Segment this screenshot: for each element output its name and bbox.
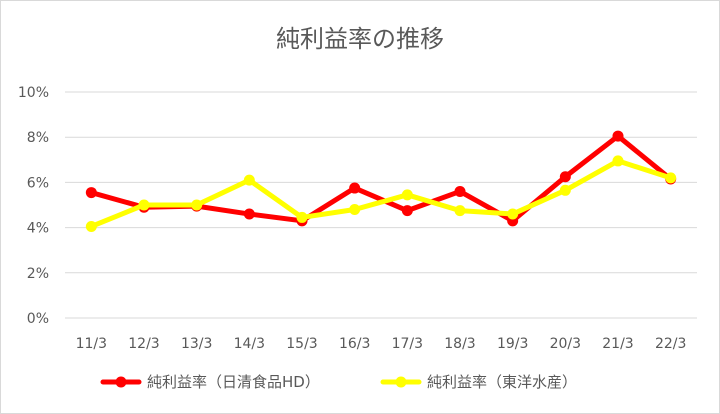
data-point [507,208,519,220]
chart-title: 純利益率の推移 [276,25,444,53]
x-tick-label: 21/3 [602,336,633,352]
data-point [349,182,361,194]
legend-label: 純利益率（日清食品HD） [147,373,320,391]
x-tick-label: 22/3 [655,336,686,352]
y-tick-label: 4% [27,221,49,237]
x-tick-label: 12/3 [128,336,159,352]
data-point [454,185,466,197]
legend-swatch-marker [395,376,407,388]
legend-item: 純利益率（東洋水産） [380,373,577,391]
data-point [401,205,413,217]
series-2 [85,155,677,232]
data-point [612,130,624,142]
x-tick-label: 14/3 [234,336,265,352]
legend: 純利益率（日清食品HD） 純利益率（東洋水産） [100,373,577,391]
y-axis-ticks: 0% 2% 4% 6% 8% 10% [18,85,49,327]
data-point [559,171,571,183]
y-tick-label: 8% [27,130,49,146]
series-line [88,158,674,229]
data-point [559,184,571,196]
legend-label: 純利益率（東洋水産） [427,373,577,391]
x-tick-label: 15/3 [286,336,317,352]
data-point [138,199,150,211]
data-point [454,205,466,217]
x-tick-label: 18/3 [444,336,475,352]
series-lines [85,130,677,232]
y-tick-label: 0% [27,311,49,327]
data-point [243,208,255,220]
y-tick-label: 2% [27,266,49,282]
data-point [665,172,677,184]
data-point [612,155,624,167]
x-axis-ticks: 11/3 12/3 13/3 14/3 15/3 16/3 17/3 18/3 19/3 20/3… [76,336,687,352]
x-tick-label: 16/3 [339,336,370,352]
data-point [243,174,255,186]
x-tick-label: 20/3 [550,336,581,352]
legend-item: 純利益率（日清食品HD） [100,373,320,391]
x-tick-label: 17/3 [392,336,423,352]
data-point [349,204,361,216]
x-tick-label: 11/3 [76,336,107,352]
data-point [191,199,203,211]
data-point [296,211,308,223]
data-point [85,187,97,199]
x-tick-label: 19/3 [497,336,528,352]
y-tick-label: 10% [18,85,49,101]
legend-swatch-marker [115,376,127,388]
gridlines [65,91,697,319]
x-tick-label: 13/3 [181,336,212,352]
y-tick-label: 6% [27,175,49,191]
data-point [401,189,413,201]
data-point [85,220,97,232]
